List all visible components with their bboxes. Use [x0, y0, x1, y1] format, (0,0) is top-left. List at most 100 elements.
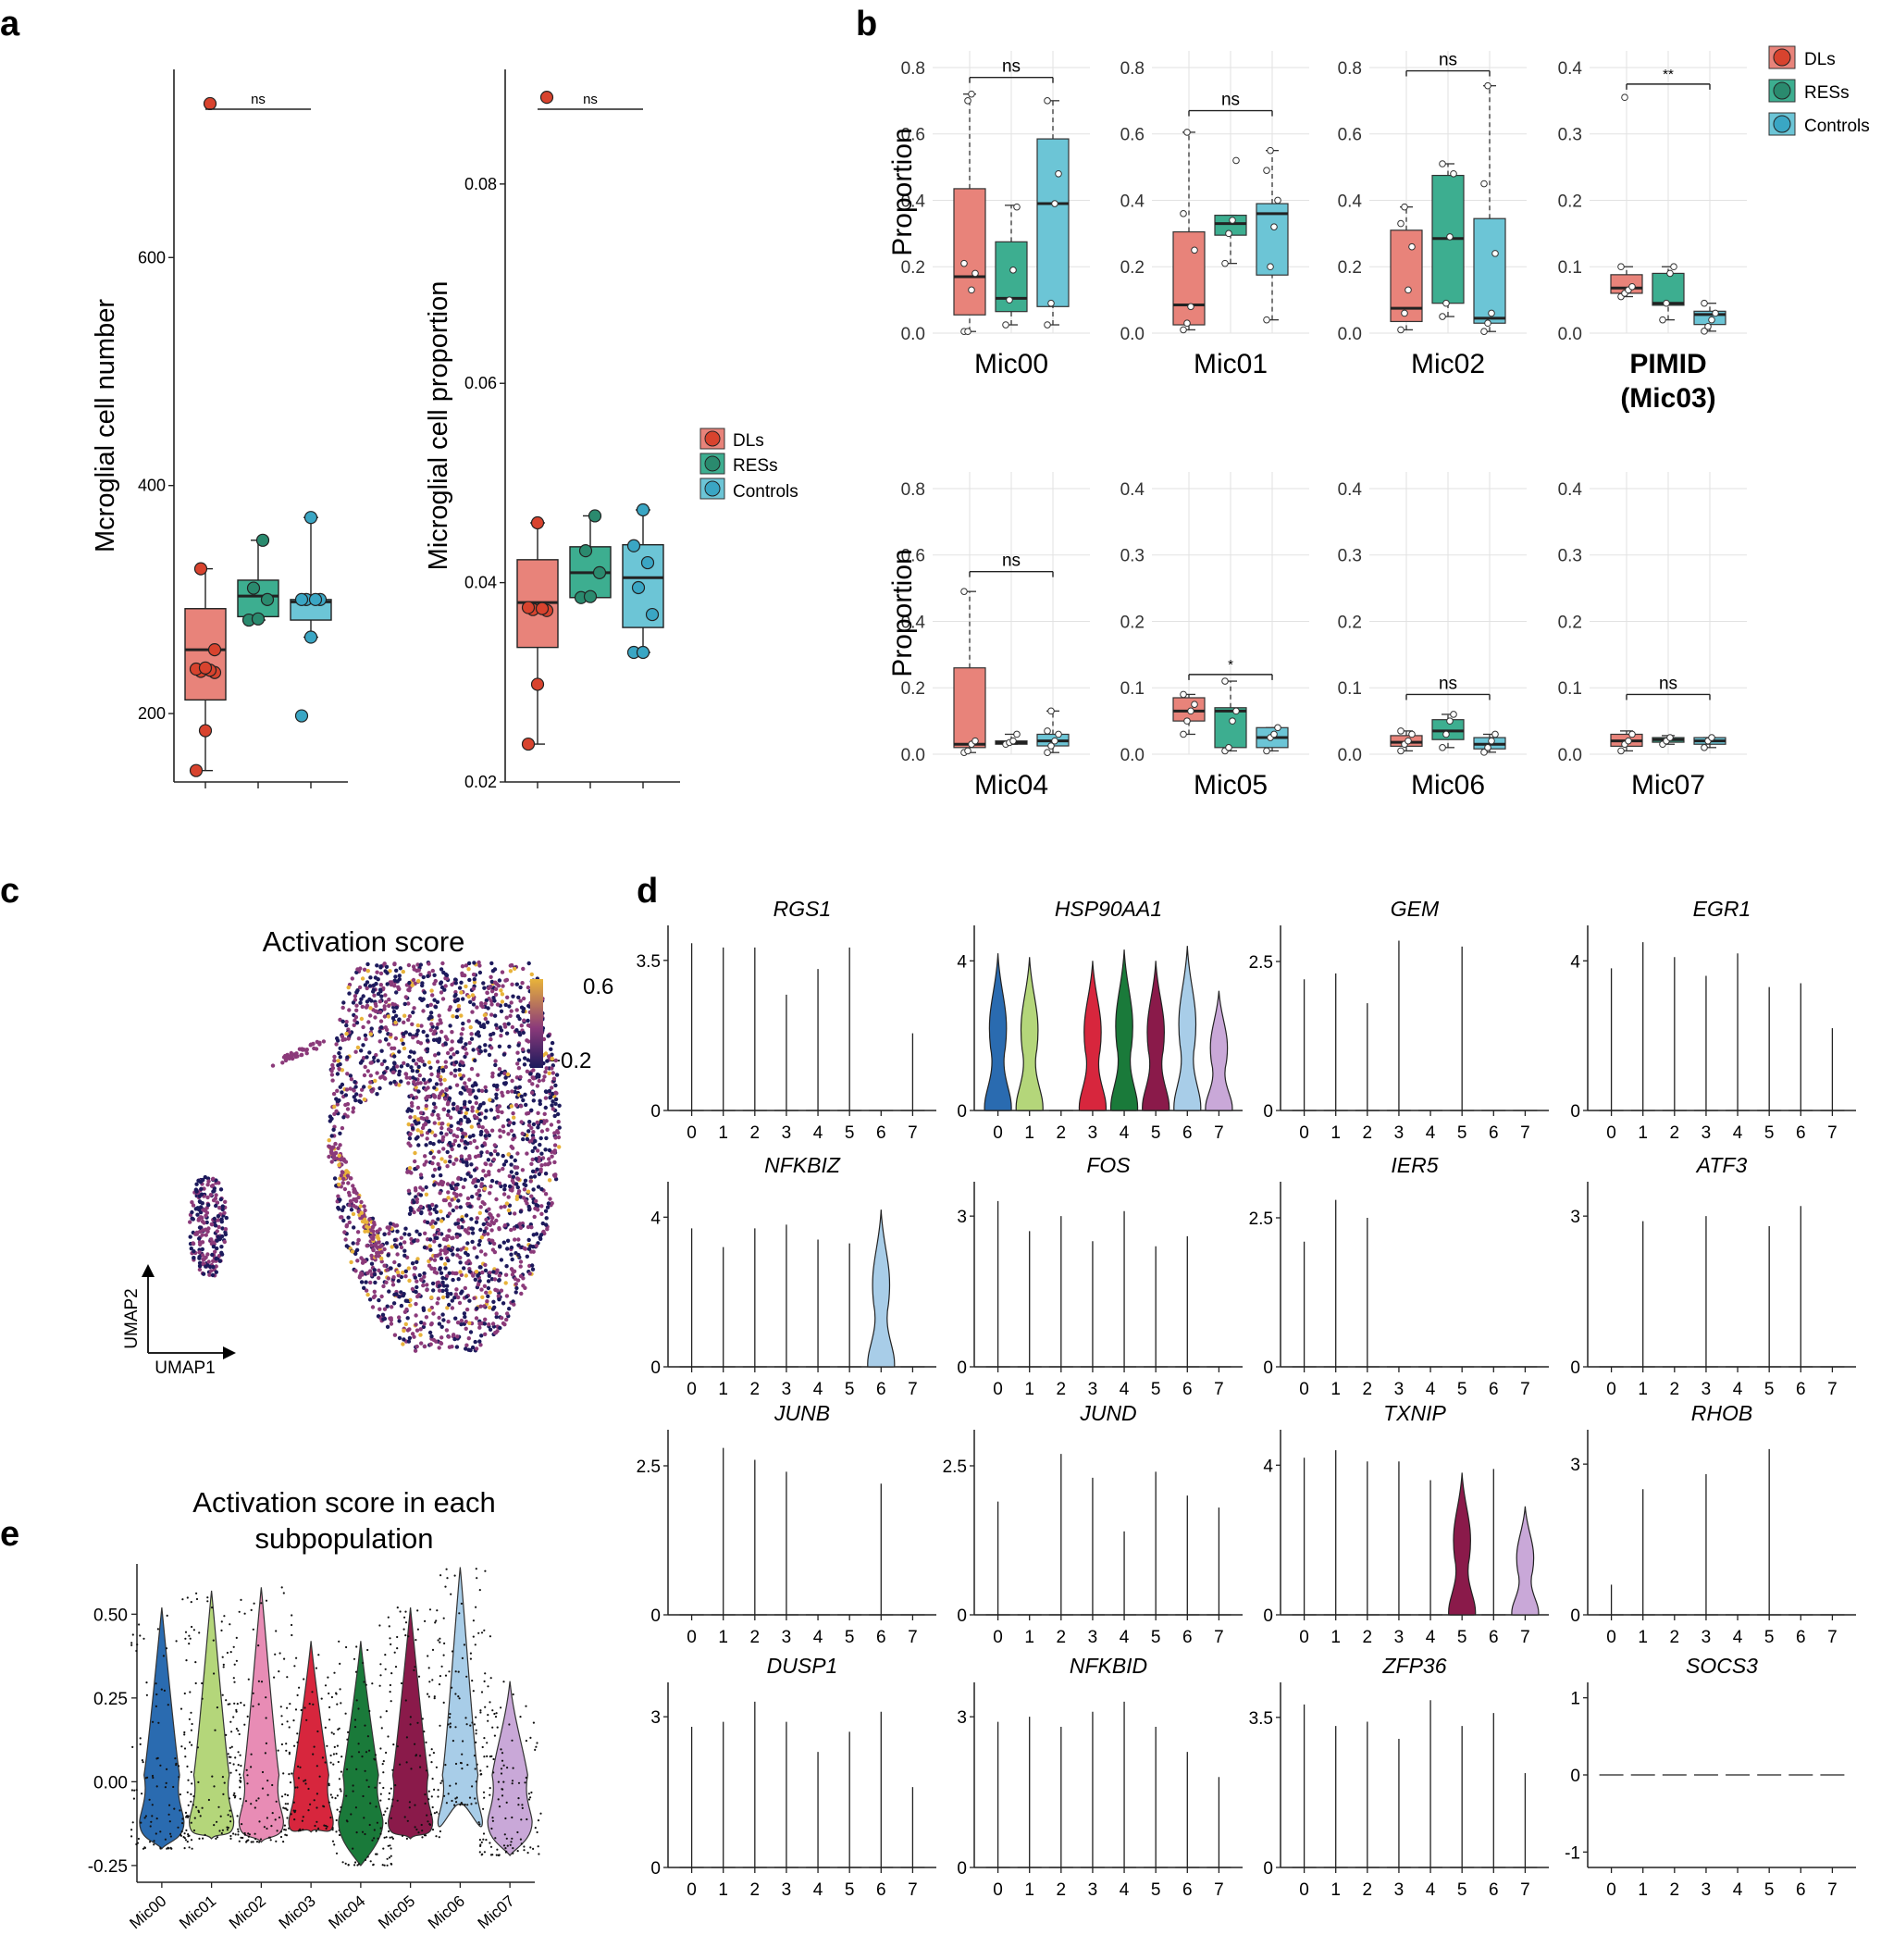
jitter-point — [131, 1821, 134, 1824]
jitter-point — [523, 1849, 526, 1852]
umap-point — [479, 1334, 484, 1338]
umap-point — [452, 1068, 458, 1073]
umap-point — [530, 1148, 535, 1154]
jitter-point — [505, 1837, 508, 1840]
jitter-point — [502, 1764, 505, 1767]
umap-point — [429, 1295, 434, 1300]
data-point — [1405, 286, 1412, 294]
umap-point — [550, 1201, 554, 1206]
jitter-point — [351, 1755, 353, 1758]
jitter-point — [336, 1808, 339, 1811]
umap-point — [514, 1290, 518, 1295]
umap-point — [453, 1292, 458, 1296]
umap-point — [522, 1246, 526, 1251]
jitter-point — [345, 1645, 348, 1649]
umap-point — [524, 1183, 528, 1188]
subplot-title: PIMID — [1629, 349, 1706, 379]
umap-point — [407, 1054, 412, 1060]
y-tick-label: 0 — [957, 1102, 967, 1122]
x-tick-label: 6 — [1796, 1380, 1806, 1399]
umap-point — [523, 1056, 527, 1061]
umap-point — [492, 1277, 498, 1282]
umap-point — [342, 1230, 347, 1234]
jitter-point — [220, 1629, 223, 1631]
umap-point — [448, 1005, 452, 1010]
gene-title: ATF3 — [1695, 1153, 1748, 1177]
umap-point — [436, 1161, 440, 1167]
umap-point — [353, 1015, 359, 1020]
umap-point — [481, 1222, 486, 1227]
jitter-point — [227, 1814, 229, 1817]
umap-point — [397, 1069, 402, 1074]
jitter-point — [421, 1830, 424, 1832]
jitter-point — [430, 1748, 433, 1751]
umap-point — [464, 1343, 469, 1347]
jitter-point — [451, 1650, 454, 1653]
x-tick-label: 5 — [1151, 1880, 1161, 1900]
umap-point — [394, 1292, 399, 1296]
jitter-point — [261, 1770, 265, 1774]
jitter-point — [447, 1723, 450, 1726]
x-tick-label: 6 — [876, 1380, 886, 1399]
jitter-point — [444, 1585, 447, 1588]
jitter-point — [229, 1623, 231, 1626]
umap-point — [427, 1244, 432, 1248]
umap-point — [407, 1211, 413, 1217]
jitter-point — [511, 1780, 514, 1782]
umap-point — [432, 1167, 438, 1172]
umap-point — [395, 1270, 401, 1275]
violin-body — [1015, 957, 1044, 1111]
jitter-point — [195, 1592, 198, 1594]
umap-point — [545, 1227, 550, 1232]
umap-point — [394, 968, 399, 974]
umap-point — [336, 1194, 340, 1198]
gene-title: NFKBID — [1070, 1654, 1147, 1678]
umap-point — [397, 1083, 402, 1087]
jitter-point — [365, 1779, 368, 1781]
umap-point — [354, 1008, 359, 1013]
umap-point — [526, 961, 531, 966]
jitter-point — [435, 1811, 439, 1814]
umap-point — [415, 1344, 419, 1349]
y-tick-label: -0.25 — [88, 1857, 128, 1877]
jitter-point — [379, 1663, 382, 1666]
jitter-point — [369, 1860, 372, 1863]
umap-point — [340, 1005, 345, 1011]
x-tick-label: 4 — [1733, 1880, 1743, 1900]
jitter-point — [238, 1610, 241, 1613]
jitter-point — [501, 1788, 504, 1791]
jitter-point — [240, 1777, 242, 1780]
umap-point — [531, 1068, 536, 1073]
umap-point — [367, 1085, 372, 1089]
jitter-point — [492, 1771, 495, 1774]
umap-point — [387, 1225, 392, 1230]
data-point — [1397, 326, 1405, 334]
umap-point — [547, 1160, 552, 1166]
jitter-point — [270, 1825, 273, 1828]
umap-point — [436, 1022, 440, 1027]
umap-point — [466, 1119, 472, 1123]
umap-point — [408, 1303, 413, 1308]
umap-point — [372, 1289, 377, 1295]
colorbar-max-label: 0.6 — [583, 974, 613, 999]
umap-point — [507, 1004, 512, 1009]
umap-point — [348, 1073, 353, 1078]
umap-point — [513, 1211, 517, 1216]
jitter-point — [227, 1753, 229, 1755]
umap-point — [419, 1023, 424, 1028]
jitter-point — [431, 1805, 434, 1809]
umap-point — [368, 1061, 373, 1065]
umap-point — [428, 1065, 433, 1071]
umap-point — [464, 1346, 468, 1351]
umap-point — [557, 1103, 562, 1109]
y-tick-label: 0 — [957, 1859, 967, 1879]
jitter-point — [497, 1798, 500, 1801]
legend-a: DLs RESs Controls — [699, 428, 798, 502]
umap-point — [344, 1169, 349, 1173]
umap-point — [418, 1333, 423, 1337]
umap-point — [464, 1326, 468, 1332]
umap-point — [393, 1036, 399, 1041]
umap-point — [419, 1209, 424, 1215]
umap-title: Activation score — [263, 925, 465, 958]
data-point — [1670, 263, 1677, 271]
